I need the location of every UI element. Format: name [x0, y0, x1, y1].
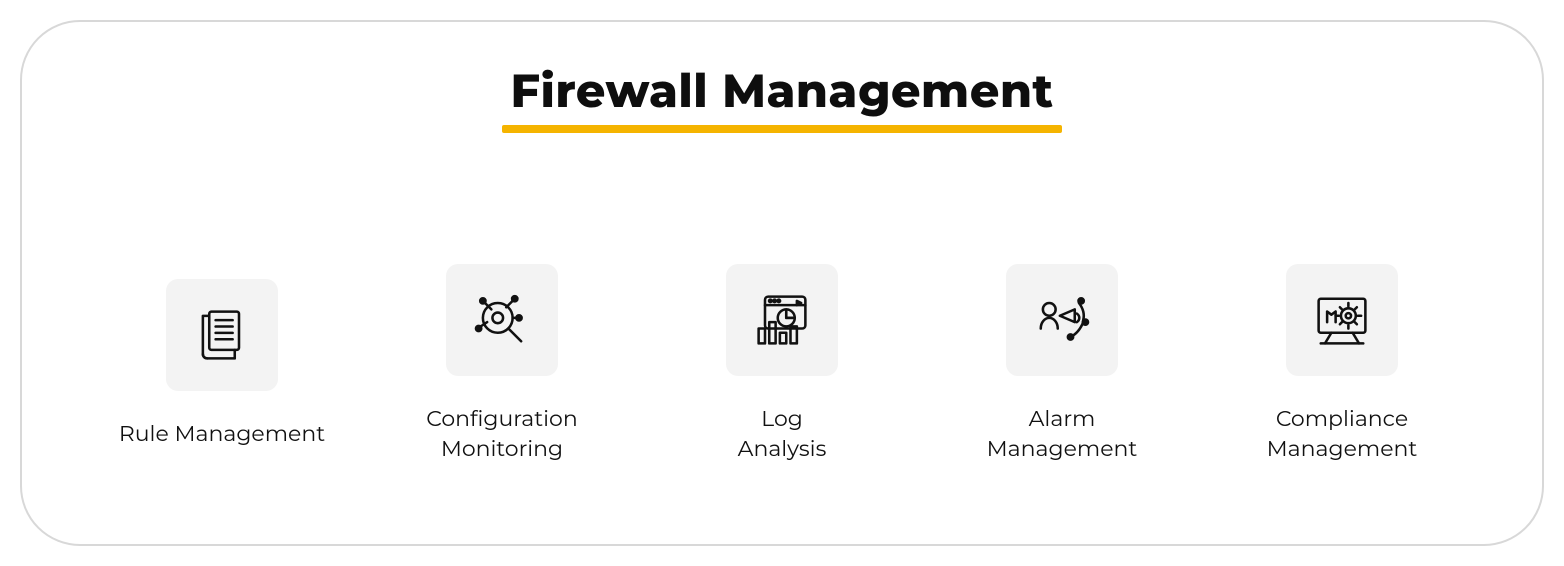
magnifier-icon — [446, 264, 558, 376]
feature-label: Configuration Monitoring — [426, 404, 577, 463]
feature-row: Rule Management Configuration — [22, 193, 1542, 544]
analytics-icon — [726, 264, 838, 376]
feature-label: Rule Management — [119, 419, 325, 449]
feature-label: Compliance Management — [1267, 404, 1418, 463]
gear-board-icon — [1286, 264, 1398, 376]
firewall-management-panel: Firewall Management Rule Management — [20, 20, 1544, 546]
title-underline — [502, 125, 1062, 133]
feature-compliance-management: Compliance Management — [1202, 264, 1482, 463]
feature-configuration-monitoring: Configuration Monitoring — [362, 264, 642, 463]
feature-rule-management: Rule Management — [82, 279, 362, 449]
title-block: Firewall Management — [502, 62, 1062, 133]
feature-alarm-management: Alarm Management — [922, 264, 1202, 463]
feature-label: Alarm Management — [987, 404, 1138, 463]
alert-icon — [1006, 264, 1118, 376]
document-icon — [166, 279, 278, 391]
feature-label: Log Analysis — [738, 404, 827, 463]
panel-title: Firewall Management — [510, 62, 1053, 119]
feature-log-analysis: Log Analysis — [642, 264, 922, 463]
